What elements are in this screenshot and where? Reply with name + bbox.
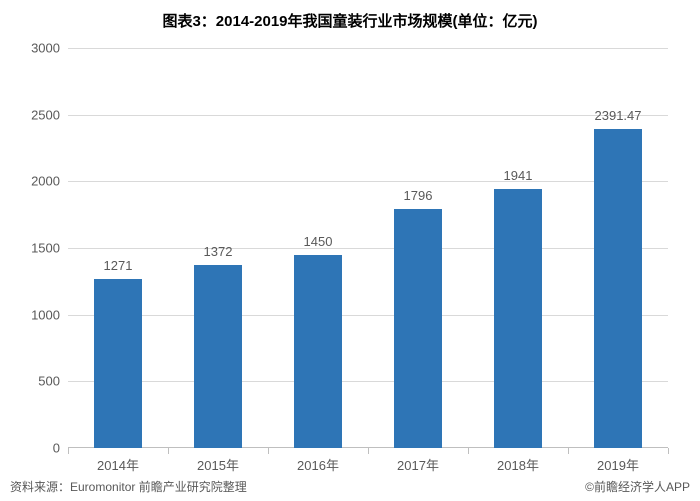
y-tick-label: 1500 [31, 241, 60, 256]
x-tick-label: 2018年 [497, 455, 539, 474]
copyright-label: ©前瞻经济学人APP [585, 478, 690, 495]
bar [494, 189, 542, 448]
y-tick-label: 2500 [31, 107, 60, 122]
x-tick [268, 448, 269, 454]
y-tick-label: 500 [38, 374, 60, 389]
chart-footer: 资料来源：Euromonitor 前瞻产业研究院整理 ©前瞻经济学人APP [10, 478, 690, 495]
x-tick [368, 448, 369, 454]
x-tick-label: 2017年 [397, 455, 439, 474]
bar [594, 129, 642, 448]
chart-title: 图表3：2014-2019年我国童装行业市场规模(单位：亿元) [0, 0, 700, 31]
bar [394, 209, 442, 448]
y-tick-label: 3000 [31, 41, 60, 56]
x-tick [68, 448, 69, 454]
x-tick [668, 448, 669, 454]
bar-value-label: 1941 [504, 168, 533, 183]
bar-value-label: 1271 [104, 258, 133, 273]
x-tick [168, 448, 169, 454]
gridline [68, 115, 668, 116]
x-tick-label: 2014年 [97, 455, 139, 474]
x-tick-label: 2019年 [597, 455, 639, 474]
y-tick-label: 0 [53, 441, 60, 456]
bar-chart: 05001000150020002500300012712014年1372201… [68, 48, 668, 448]
bar-value-label: 1450 [304, 234, 333, 249]
bar [294, 255, 342, 448]
gridline [68, 181, 668, 182]
x-tick [568, 448, 569, 454]
bar-value-label: 1796 [404, 188, 433, 203]
gridline [68, 381, 668, 382]
source-label: 资料来源：Euromonitor 前瞻产业研究院整理 [10, 478, 247, 495]
y-tick-label: 1000 [31, 307, 60, 322]
gridline [68, 248, 668, 249]
x-tick-label: 2015年 [197, 455, 239, 474]
x-tick-label: 2016年 [297, 455, 339, 474]
bar-value-label: 1372 [204, 244, 233, 259]
gridline [68, 315, 668, 316]
bar-value-label: 2391.47 [595, 108, 642, 123]
bar [194, 265, 242, 448]
y-tick-label: 2000 [31, 174, 60, 189]
bar [94, 279, 142, 448]
x-tick [468, 448, 469, 454]
gridline [68, 48, 668, 49]
